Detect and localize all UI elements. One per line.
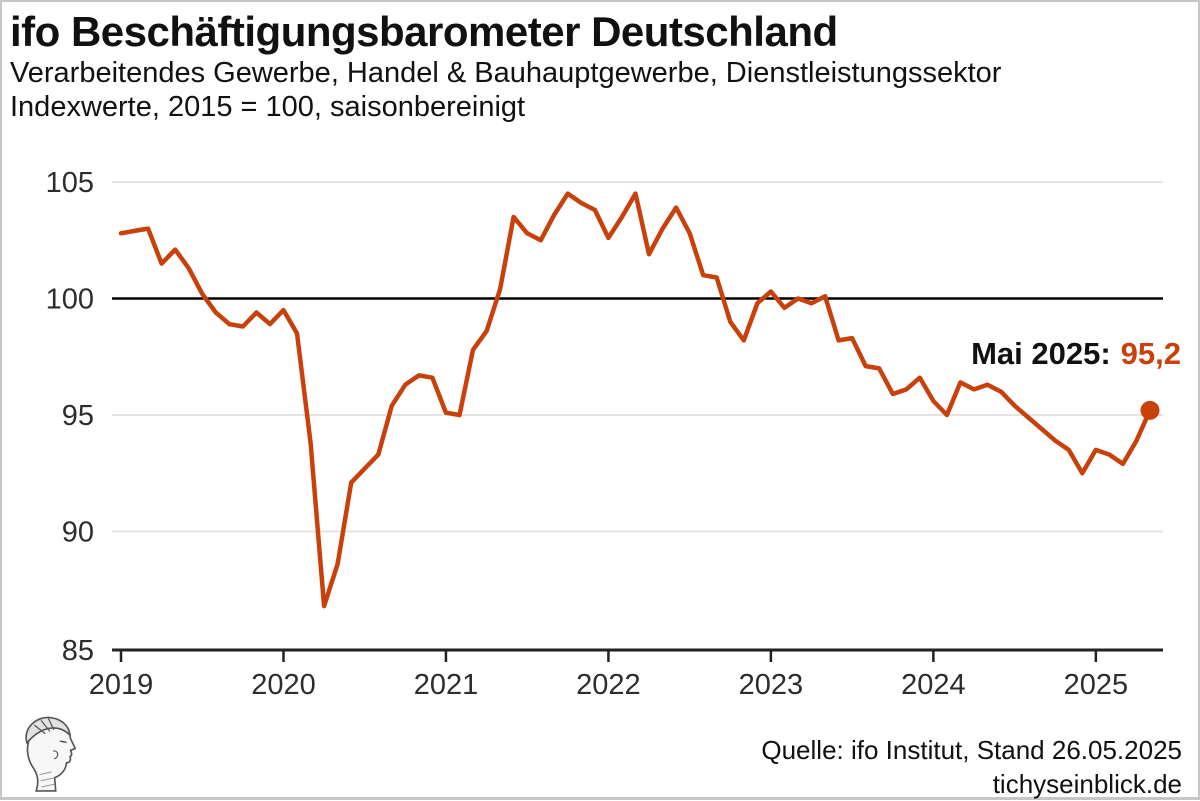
- x-tick-label-2021: 2021: [414, 669, 479, 701]
- source-block: Quelle: ifo Institut, Stand 26.05.2025 t…: [761, 733, 1182, 801]
- page-title: ifo Beschäftigungsbarometer Deutschland: [10, 8, 838, 55]
- x-tick-label-2023: 2023: [739, 669, 804, 701]
- y-tick-label-100: 100: [46, 284, 94, 316]
- x-tick-label-2025: 2025: [1064, 669, 1129, 701]
- x-tick-label-2022: 2022: [576, 669, 641, 701]
- logo-ear: [53, 750, 59, 760]
- subtitle-sectors: Verarbeitendes Gewerbe, Handel & Bauhaup…: [10, 57, 1002, 89]
- chart-header: ifo Beschäftigungsbarometer Deutschland …: [10, 8, 1190, 124]
- y-tick-label-95: 95: [62, 400, 94, 432]
- x-tick-label-2024: 2024: [901, 669, 966, 701]
- data-line: [118, 191, 1153, 609]
- x-tick-label-2019: 2019: [89, 669, 154, 701]
- subtitle-index-note: Indexwerte, 2015 = 100, saisonbereinigt: [10, 91, 526, 123]
- latest-value-annotation: Mai 2025: 95,2: [971, 336, 1181, 372]
- annotation-value: 95,2: [1120, 336, 1181, 371]
- logo-neck-hatching: [39, 771, 55, 788]
- y-tick-label-105: 105: [46, 167, 94, 199]
- logo-eye: [59, 740, 67, 743]
- x-tick-label-2020: 2020: [251, 669, 316, 701]
- tichys-einblick-logo: [25, 716, 77, 792]
- y-tick-label-85: 85: [62, 635, 94, 667]
- annotation-label: Mai 2025:: [971, 336, 1111, 371]
- website-text: tichyseinblick.de: [992, 769, 1182, 799]
- logo-cap-wing: [34, 718, 55, 735]
- latest-point-marker: [1140, 400, 1160, 420]
- y-tick-label-90: 90: [62, 517, 94, 549]
- source-line: Quelle: ifo Institut, Stand 26.05.2025: [761, 735, 1182, 765]
- logo-cap: [25, 716, 72, 745]
